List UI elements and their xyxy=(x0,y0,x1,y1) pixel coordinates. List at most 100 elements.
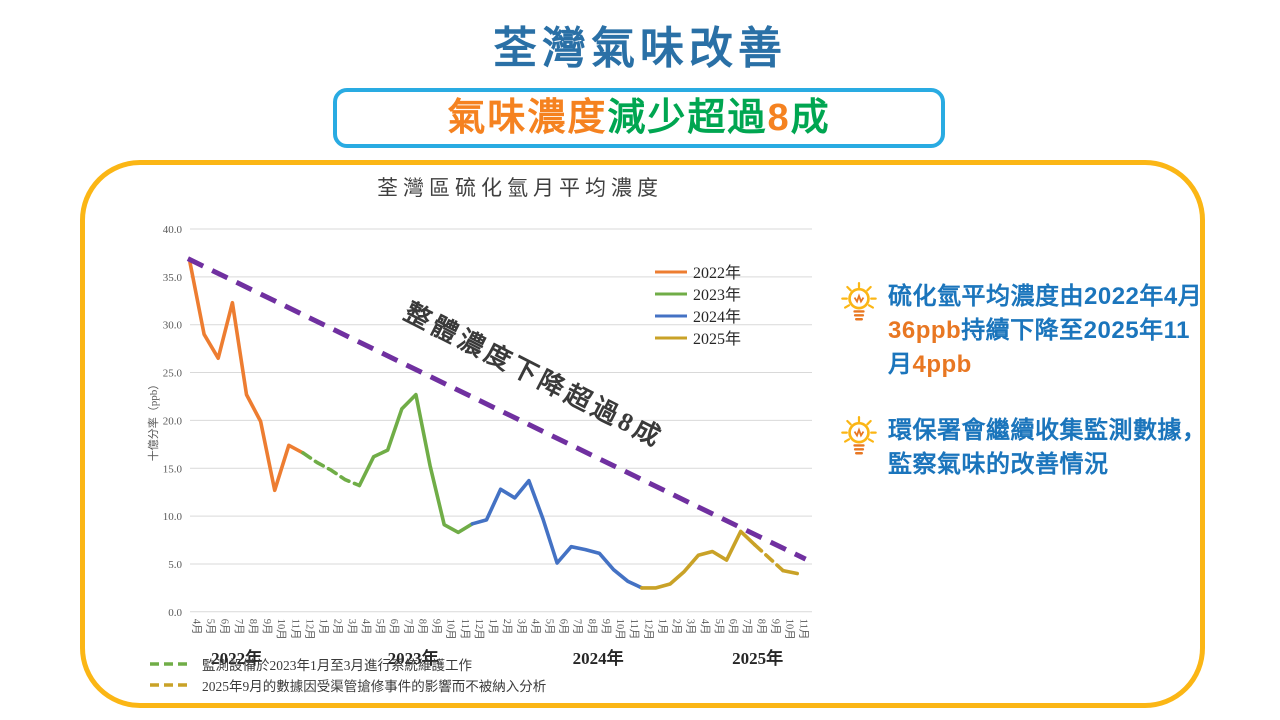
lightbulb-icon xyxy=(841,282,877,321)
insight-bullet-1: 硫化氫平均濃度由2022年4月 36ppb持續下降至2025年11月4ppb xyxy=(840,280,1212,382)
dashed-line-key-icon xyxy=(150,682,192,687)
x-tick-label: 12月 xyxy=(473,619,485,640)
x-tick-label: 5月 xyxy=(544,619,556,635)
chart-title: 荃灣區硫化氫月平均濃度 xyxy=(377,176,663,200)
x-tick-label: 4月 xyxy=(529,619,541,635)
x-tick-label: 3月 xyxy=(685,619,697,635)
x-tick-label: 8月 xyxy=(416,619,428,635)
x-tick-label: 10月 xyxy=(445,619,457,640)
series-line-2023年 xyxy=(301,451,362,488)
y-tick-label: 5.0 xyxy=(168,559,182,571)
x-tick-label: 8月 xyxy=(586,619,598,635)
x-tick-label: 5月 xyxy=(205,619,217,635)
y-tick-label: 40.0 xyxy=(163,224,183,236)
x-tick-label: 9月 xyxy=(769,619,781,635)
concentration-line-chart: 0.05.010.015.020.025.030.035.040.04月 5月 6月… xyxy=(146,176,812,668)
x-tick-label: 5月 xyxy=(713,619,725,635)
lightbulb-icon xyxy=(841,416,877,455)
text-segment: 硫化氫平均濃度由2022年4月 xyxy=(888,283,1203,310)
chart-footnotes: 監測設備於2023年1月至3月進行系統維護工作 2025年9月的數據因受渠管搶修事… xyxy=(150,653,546,695)
footnote-text: 2025年9月的數據因受渠管搶修事件的影響而不被納入分析 xyxy=(202,678,547,694)
insight-text-1: 硫化氫平均濃度由2022年4月 36ppb持續下降至2025年11月4ppb xyxy=(888,280,1212,382)
insight-bullet-2: 環保署會繼續收集監測數據，監察氣味的改善情況 xyxy=(840,414,1212,482)
x-tick-label: 4月 xyxy=(699,619,711,635)
x-tick-label: 4月 xyxy=(360,619,372,635)
dashed-line-key-icon xyxy=(150,661,192,666)
footnote-row: 監測設備於2023年1月至3月進行系統維護工作 xyxy=(150,653,546,674)
x-tick-label: 7月 xyxy=(572,619,584,635)
x-tick-label: 8月 xyxy=(755,619,767,635)
x-tick-label: 1月 xyxy=(487,619,499,635)
x-tick-label: 1月 xyxy=(656,619,668,635)
y-tick-label: 15.0 xyxy=(163,463,183,475)
series-line-2022年 xyxy=(188,260,305,493)
insight-text-2: 環保署會繼續收集監測數據，監察氣味的改善情況 xyxy=(888,414,1212,482)
legend-item-2025年: 2025年 xyxy=(655,330,741,348)
y-tick-label: 0.0 xyxy=(168,607,182,619)
x-tick-label: 6月 xyxy=(219,619,231,635)
x-tick-label: 1月 xyxy=(318,619,330,635)
series-line-2025年 xyxy=(639,529,757,590)
x-tick-label: 10月 xyxy=(614,619,626,640)
text-segment: 環保署會繼續收集監測數據，監察氣味的改善情況 xyxy=(888,417,1207,478)
series-line-2025年 xyxy=(781,568,800,576)
series-line-2023年 xyxy=(357,392,475,535)
x-tick-label: 6月 xyxy=(388,619,400,635)
x-tick-label: 12月 xyxy=(303,619,315,640)
x-tick-label: 2月 xyxy=(332,619,344,635)
legend-item-2022年: 2022年 xyxy=(655,264,741,282)
x-tick-label: 9月 xyxy=(600,619,612,635)
legend-item-2024年: 2024年 xyxy=(655,308,741,326)
x-tick-label: 8月 xyxy=(247,619,259,635)
headline-badge: 氣味濃度減少超過8成 xyxy=(333,88,945,148)
x-tick-label: 12月 xyxy=(642,619,654,640)
x-tick-label: 9月 xyxy=(431,619,443,635)
x-tick-label: 11月 xyxy=(459,619,471,640)
x-tick-label: 9月 xyxy=(261,619,273,635)
y-tick-label: 30.0 xyxy=(163,320,183,332)
x-tick-label: 7月 xyxy=(233,619,245,635)
text-segment: 36ppb xyxy=(888,317,962,344)
x-tick-label: 11月 xyxy=(628,619,640,640)
chart-card xyxy=(80,160,1205,708)
x-tick-label: 3月 xyxy=(515,619,527,635)
x-tick-label: 2月 xyxy=(671,619,683,635)
series-line-2025年 xyxy=(752,542,785,573)
footnote-row: 2025年9月的數據因受渠管搶修事件的影響而不被納入分析 xyxy=(150,674,546,695)
legend-label: 2024年 xyxy=(693,308,741,326)
x-year-label: 2023年 xyxy=(388,648,439,668)
x-year-label: 2025年 xyxy=(732,648,783,668)
x-tick-label: 5月 xyxy=(374,619,386,635)
y-tick-label: 10.0 xyxy=(163,511,183,523)
x-tick-label: 6月 xyxy=(558,619,570,635)
legend-label: 2022年 xyxy=(693,264,741,282)
insights-panel: 硫化氫平均濃度由2022年4月 36ppb持續下降至2025年11月4ppb 環保… xyxy=(840,280,1212,514)
text-segment: 成 xyxy=(790,97,831,139)
trend-annotation: 整體濃度下降超過8成 xyxy=(399,296,668,453)
x-tick-label: 7月 xyxy=(402,619,414,635)
y-tick-label: 25.0 xyxy=(163,368,183,380)
x-tick-label: 3月 xyxy=(346,619,358,635)
text-segment: 減少超過 xyxy=(607,97,768,139)
y-tick-label: 20.0 xyxy=(163,415,183,427)
text-segment: 氣味濃度 xyxy=(447,97,608,139)
legend-label: 2023年 xyxy=(693,286,741,304)
trend-line xyxy=(186,256,807,562)
x-tick-label: 7月 xyxy=(741,619,753,635)
series-line-2024年 xyxy=(470,478,644,590)
x-tick-label: 11月 xyxy=(798,619,810,640)
text-segment: 持續下降至2025年11月 xyxy=(888,317,1190,378)
legend-item-2023年: 2023年 xyxy=(655,286,741,304)
x-tick-label: 11月 xyxy=(289,619,301,640)
x-year-label: 2024年 xyxy=(573,648,624,668)
x-tick-label: 4月 xyxy=(191,619,203,635)
x-tick-label: 2月 xyxy=(501,619,513,635)
page-title: 荃灣氣味改善 xyxy=(493,24,787,73)
x-year-label: 2022年 xyxy=(211,648,262,668)
text-segment: 8 xyxy=(767,97,791,139)
x-tick-label: 6月 xyxy=(727,619,739,635)
text-segment: 4ppb xyxy=(912,351,972,378)
footnote-text: 監測設備於2023年1月至3月進行系統維護工作 xyxy=(202,657,472,673)
headline-text: 氣味濃度減少超過8成 xyxy=(447,99,830,137)
y-tick-label: 35.0 xyxy=(163,272,183,284)
